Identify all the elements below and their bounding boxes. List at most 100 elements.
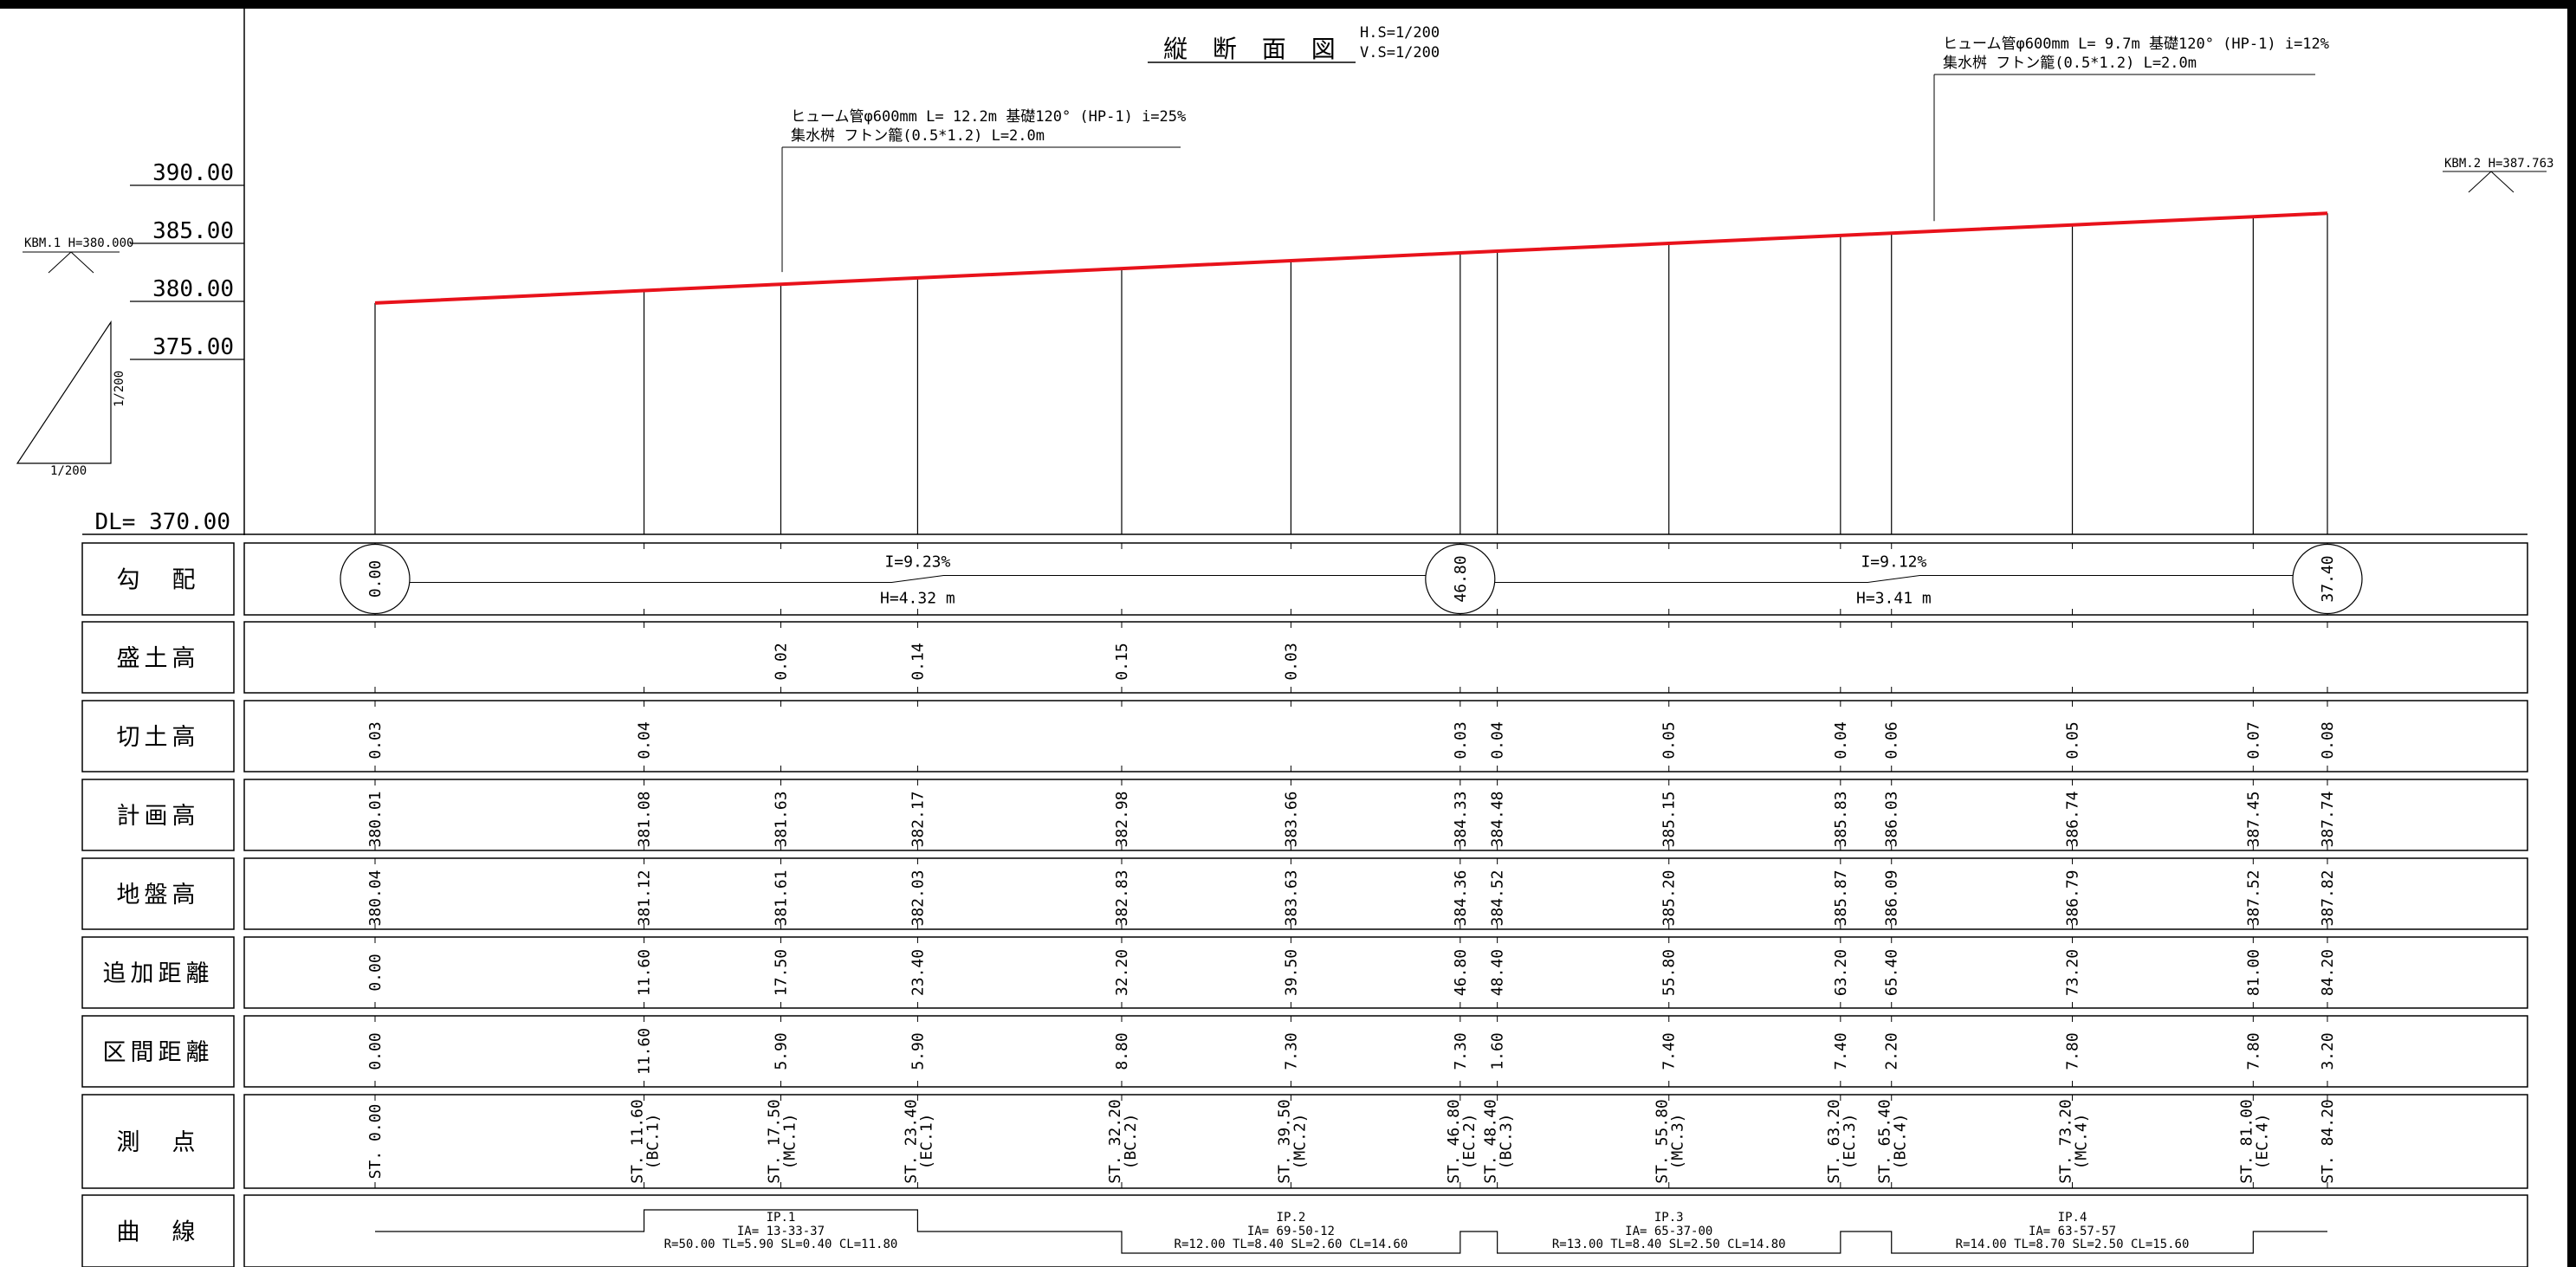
ground-elevation-value: 385.20: [1660, 869, 1679, 926]
cut-height-value: 0.04: [1832, 721, 1850, 759]
benchmark-right-label: KBM.2 H=387.763: [2444, 157, 2553, 171]
curve-alignment-line: [375, 1209, 2327, 1254]
curve-ip-label: IP.4: [2058, 1211, 2087, 1225]
grade-line: [1494, 575, 2293, 583]
cumulative-distance-value: 65.40: [1883, 949, 1901, 996]
plan-elevation-value: 387.45: [2244, 791, 2262, 847]
station-name: ST. 73.20: [2057, 1099, 2075, 1184]
row-label: 盛土高: [117, 645, 200, 672]
grade-break-value: 37.40: [2319, 555, 2337, 602]
interval-distance-value: 7.40: [1832, 1032, 1850, 1070]
annotation-line-1: ヒューム管φ600mm L= 12.2m 基礎120° (HP-1) i=25%: [791, 108, 1186, 126]
row-data-box: [243, 621, 2528, 694]
horizontal-scale: H.S=1/200: [1360, 24, 1440, 42]
interval-distance-value: 7.40: [1660, 1032, 1679, 1070]
cumulative-distance-value: 11.60: [636, 949, 654, 996]
station-name: ST. 0.00: [366, 1104, 385, 1180]
ground-elevation-value: 383.63: [1282, 869, 1300, 926]
ground-elevation-value: 387.52: [2244, 869, 2262, 926]
plan-elevation-value: 384.33: [1452, 791, 1470, 847]
curve-ip-label: IP.3: [1654, 1211, 1684, 1225]
cumulative-distance-value: 48.40: [1489, 949, 1507, 996]
grade-percent: I=9.12%: [1861, 553, 1926, 572]
curve-params-label: R=13.00 TL=8.40 SL=2.50 CL=14.80: [1552, 1238, 1786, 1251]
station-name: ST. 81.00: [2237, 1099, 2256, 1184]
elevation-tick-label: 380.00: [152, 276, 234, 302]
row-label-box: [81, 936, 235, 1009]
ground-elevation-value: 385.87: [1832, 869, 1850, 926]
curve-params-label: R=50.00 TL=5.90 SL=0.40 CL=11.80: [664, 1238, 898, 1251]
scale-vertical-label: 1/200: [113, 371, 126, 407]
interval-distance-value: 8.80: [1113, 1032, 1131, 1070]
plan-elevation-value: 383.66: [1282, 791, 1300, 847]
scale-triangle: 1/200 1/200: [16, 320, 126, 478]
grade-break-value: 0.00: [366, 560, 385, 598]
fill-height-value: 0.14: [909, 643, 927, 680]
cut-height-value: 0.04: [636, 721, 654, 759]
row-data-box: [243, 1015, 2528, 1088]
station-point-code: (EC.2): [1460, 1113, 1479, 1169]
ground-elevation-value: 384.52: [1489, 869, 1507, 926]
interval-distance-value: 5.90: [773, 1032, 791, 1070]
annotation-line-2: 集水桝 フトン籠(0.5*1.2) L=2.0m: [1943, 54, 2197, 72]
station-point-code: (BC.4): [1892, 1113, 1910, 1169]
row-data-box: [243, 1094, 2528, 1189]
annotation-line-2: 集水桝 フトン籠(0.5*1.2) L=2.0m: [791, 126, 1045, 145]
elevation-tick-label: 375.00: [152, 334, 234, 360]
row-data-box: [243, 779, 2528, 851]
cumulative-distance-value: 46.80: [1452, 949, 1470, 996]
curve-angle-label: IA= 63-57-57: [2029, 1225, 2116, 1238]
cut-height-value: 0.04: [1489, 721, 1507, 759]
station-point-code: (MC.1): [781, 1113, 799, 1169]
row-label: 勾 配: [117, 567, 200, 594]
row-label-box: [81, 1015, 235, 1088]
plan-elevation-value: 385.83: [1832, 791, 1850, 847]
interval-distance-value: 3.20: [2319, 1032, 2337, 1070]
ground-elevation-value: 386.79: [2064, 869, 2082, 926]
row-label: 地盤高: [117, 882, 200, 908]
station-name: ST. 84.20: [2319, 1099, 2337, 1184]
grade-break-value: 46.80: [1452, 555, 1470, 602]
elevation-ticks: 390.00 385.00 380.00 375.00 DL= 370.00: [82, 160, 2527, 535]
station-name: ST. 32.20: [1106, 1099, 1124, 1184]
station-point-code: (MC.4): [2073, 1113, 2091, 1169]
plan-elevation-value: 386.74: [2064, 791, 2082, 847]
plan-elevation-value: 386.03: [1883, 791, 1901, 847]
row-label: 区間距離: [103, 1039, 214, 1066]
interval-distance-value: 5.90: [909, 1032, 927, 1070]
cut-height-value: 0.03: [366, 721, 385, 759]
row-label-box: [81, 542, 235, 616]
cut-height-value: 0.08: [2319, 721, 2337, 759]
grade-break-circle: [1425, 543, 1496, 615]
station-name: ST. 39.50: [1275, 1099, 1293, 1184]
ground-elevation-value: 382.03: [909, 869, 927, 926]
cut-height-value: 0.06: [1883, 721, 1901, 759]
plan-elevation-value: 380.01: [366, 791, 385, 847]
station-name: ST. 11.60: [629, 1099, 647, 1184]
structure-annotations: ヒューム管φ600mm L= 12.2m 基礎120° (HP-1) i=25%…: [781, 36, 2329, 273]
elevation-tick-label: 390.00: [152, 160, 234, 186]
cumulative-distance-value: 0.00: [366, 953, 385, 991]
curve-angle-label: IA= 65-37-00: [1625, 1225, 1712, 1238]
plan-elevation-value: 381.63: [773, 791, 791, 847]
curve-params-label: R=14.00 TL=8.70 SL=2.50 CL=15.60: [1956, 1238, 2190, 1251]
station-point-code: (BC.2): [1122, 1113, 1140, 1169]
interval-distance-value: 0.00: [366, 1032, 385, 1070]
station-name: ST. 23.40: [902, 1099, 920, 1184]
fill-height-value: 0.15: [1113, 643, 1131, 680]
fill-height-value: 0.02: [773, 643, 791, 680]
station-point-code: (MC.3): [1669, 1113, 1687, 1169]
benchmark-left: KBM.1 H=380.000: [23, 236, 133, 274]
row-data-box: [243, 542, 2528, 616]
row-label-box: [81, 621, 235, 694]
annotation-line-1: ヒューム管φ600mm L= 9.7m 基礎120° (HP-1) i=12%: [1943, 36, 2329, 53]
interval-distance-value: 7.80: [2244, 1032, 2262, 1070]
interval-distance-value: 2.20: [1883, 1032, 1901, 1070]
drawing-title: 縦 断 面 図: [1163, 35, 1344, 63]
benchmark-left-label: KBM.1 H=380.000: [24, 236, 133, 250]
plan-grade-line: [374, 211, 2328, 305]
station-point-code: (EC.3): [1841, 1113, 1859, 1169]
row-label-box: [81, 857, 235, 930]
